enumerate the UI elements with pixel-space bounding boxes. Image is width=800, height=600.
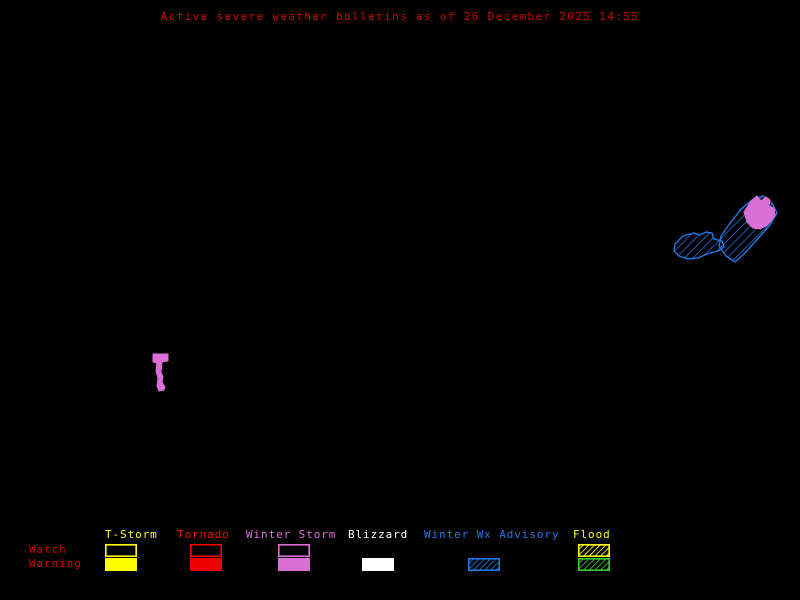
page-title: Active severe weather bulletins as of 26… [160,10,640,23]
legend-swatch-flood-watch[interactable] [578,544,610,557]
legend: Watch Warning T-Storm Tornado Winter Storm Bl… [0,525,800,600]
map-alert-polygon[interactable] [673,231,725,260]
legend-row-label-warning: Warning [29,557,82,570]
legend-header-flood: Flood [573,528,611,541]
hatch-pattern-icon [468,558,500,571]
legend-swatch-tornado-warning[interactable] [190,558,222,571]
map-alert-polygons [152,195,778,392]
legend-swatch-tstorm-warning[interactable] [105,558,137,571]
legend-swatch-blizzard-warning[interactable] [362,558,394,571]
legend-swatch-tstorm-watch[interactable] [105,544,137,557]
legend-swatch-tornado-watch[interactable] [190,544,222,557]
legend-swatch-winter_storm-watch[interactable] [278,544,310,557]
hatch-pattern-icon [578,544,610,557]
legend-swatch-winter_storm-warning[interactable] [278,558,310,571]
legend-swatch-flood-warning[interactable] [578,558,610,571]
legend-header-blizzard: Blizzard [348,528,409,541]
legend-row-label-watch: Watch [29,543,67,556]
legend-header-tstorm: T-Storm [105,528,158,541]
legend-header-winter_wx_advisory: Winter Wx Advisory [424,528,560,541]
legend-header-tornado: Tornado [177,528,230,541]
map-alert-polygon[interactable] [152,353,169,392]
hatch-pattern-icon [578,558,610,571]
legend-header-winter_storm: Winter Storm [246,528,337,541]
legend-swatch-winter_wx_advisory-warning[interactable] [468,558,500,571]
map-alert-polygon[interactable] [743,195,776,230]
